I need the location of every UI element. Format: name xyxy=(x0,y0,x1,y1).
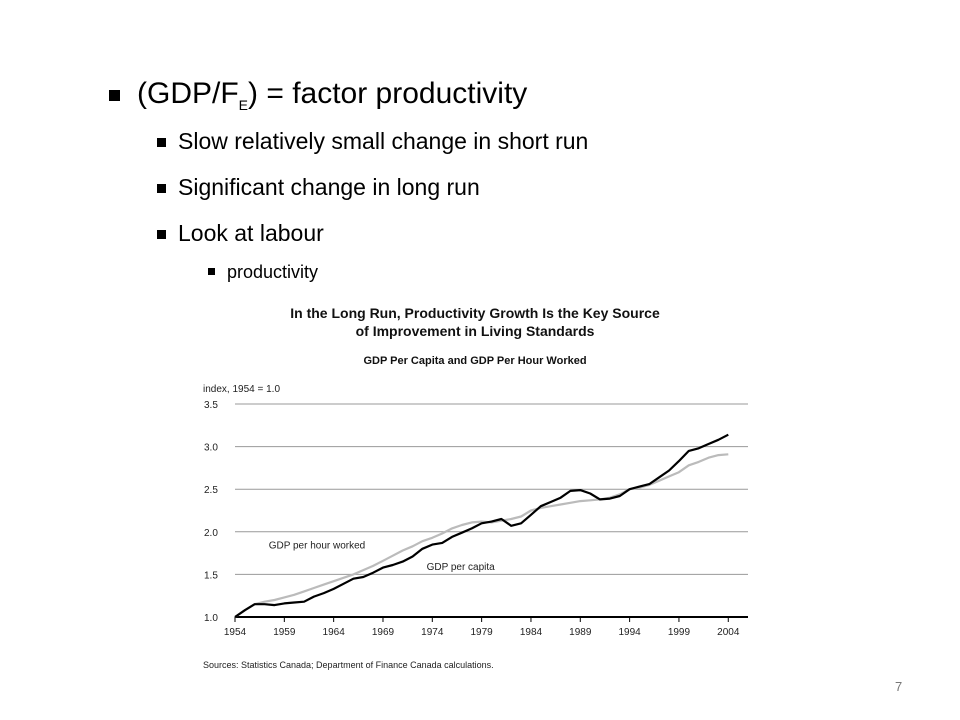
x-tick-label: 1989 xyxy=(569,627,592,638)
y-tick-label: 2.5 xyxy=(204,485,218,496)
x-tick-label: 1959 xyxy=(273,627,296,638)
x-tick-label: 1964 xyxy=(323,627,346,638)
grid-lines xyxy=(235,403,748,618)
x-tick-label: 1974 xyxy=(421,627,444,638)
series-line-gdp-per-hour-worked xyxy=(234,453,729,618)
bullet-square-icon xyxy=(109,90,120,101)
y-tick-label: 3.5 xyxy=(204,400,218,411)
x-tick-label: 1994 xyxy=(618,627,641,638)
bullet-level2: Slow relatively small change in short ru… xyxy=(178,128,589,154)
series-line-gdp-per-capita xyxy=(234,433,729,618)
y-axis-label: index, 1954 = 1.0 xyxy=(203,384,280,395)
x-tick-label: 1999 xyxy=(668,627,691,638)
x-tick-label: 1969 xyxy=(372,627,395,638)
x-tick-labels: 1954 1959 1964 1969 1974 1979 1984 1989 1994 1999… xyxy=(224,617,740,638)
chart-title-line2: of Improvement in Living Standards xyxy=(355,323,595,339)
bullet-square-icon xyxy=(157,184,166,193)
y-tick-label: 3.0 xyxy=(204,443,218,454)
bullet1-suffix: ) = factor productivity xyxy=(248,77,528,110)
chart-title-line1: In the Long Run, Productivity Growth Is … xyxy=(290,305,660,321)
bullet-square-icon xyxy=(157,138,166,147)
series-annotation: GDP per capita xyxy=(427,562,496,573)
x-tick-label: 1954 xyxy=(224,627,247,638)
x-tick-label: 2004 xyxy=(717,627,740,638)
bullet-level2: Significant change in long run xyxy=(178,174,480,200)
annotations: GDP per hour worked GDP per capita xyxy=(269,541,495,573)
chart-subtitle: GDP Per Capita and GDP Per Hour Worked xyxy=(363,355,587,367)
series-annotation: GDP per hour worked xyxy=(269,541,366,552)
y-tick-label: 1.5 xyxy=(204,570,218,581)
page-number: 7 xyxy=(895,679,903,694)
bullet-square-icon xyxy=(208,268,215,275)
x-tick-label: 1984 xyxy=(520,627,543,638)
bullet-level3: productivity xyxy=(227,262,319,282)
y-tick-label: 2.0 xyxy=(204,528,218,539)
bullet-level2: Look at labour xyxy=(178,220,324,246)
bullet-square-icon xyxy=(157,230,166,239)
bullet-level1: (GDP/FE) = factor productivity xyxy=(137,77,527,113)
y-tick-label: 1.0 xyxy=(204,613,218,624)
x-tick-label: 1979 xyxy=(471,627,494,638)
bullet1-prefix: (GDP/F xyxy=(137,77,239,110)
series-lines xyxy=(234,433,729,618)
y-tick-labels: 1.0 1.5 2.0 2.5 3.0 3.5 xyxy=(204,400,218,624)
bullet1-subscript: E xyxy=(238,97,249,113)
source-note: Sources: Statistics Canada; Department o… xyxy=(203,660,494,670)
